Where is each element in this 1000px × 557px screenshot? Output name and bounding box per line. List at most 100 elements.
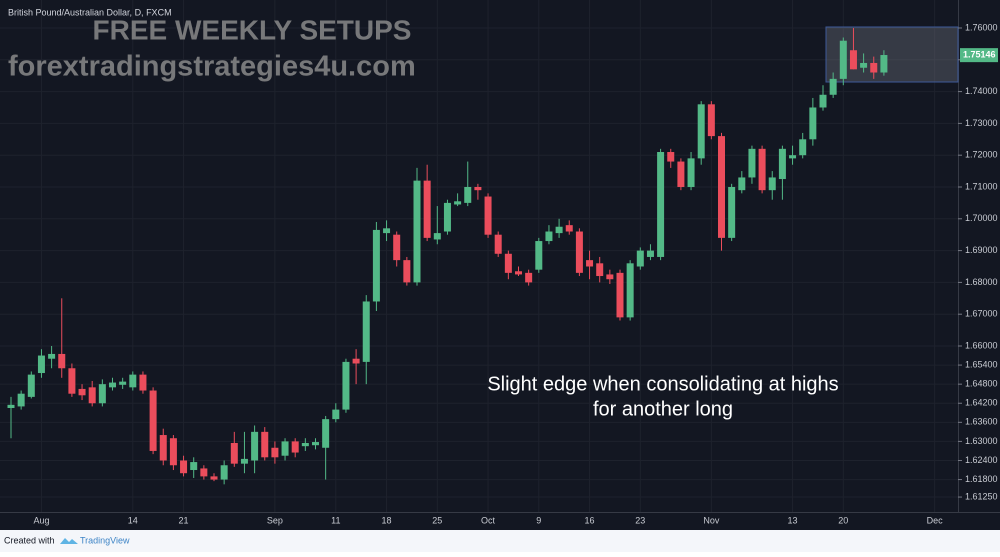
y-tick-label: 1.61800 xyxy=(965,474,998,484)
candle-body xyxy=(880,55,888,73)
candle-body xyxy=(261,431,269,458)
candle-body xyxy=(251,431,259,461)
candle-body xyxy=(200,468,208,477)
candle-body xyxy=(7,404,15,409)
candle-body xyxy=(697,104,705,159)
x-tick-label: Oct xyxy=(481,515,496,525)
grid xyxy=(0,0,958,512)
candle-body xyxy=(109,382,116,388)
y-tick-label: 1.61250 xyxy=(965,491,998,501)
x-tick-label: 11 xyxy=(331,515,340,525)
y-tick-label: 1.70000 xyxy=(965,213,998,223)
candle-body xyxy=(180,460,188,474)
x-tick-label: 16 xyxy=(585,515,595,525)
y-tick-label: 1.74000 xyxy=(965,86,998,96)
candle-body xyxy=(504,253,512,273)
candle-body xyxy=(799,139,807,156)
candle-body xyxy=(37,355,45,374)
candle-body xyxy=(535,241,543,270)
candle-body xyxy=(839,40,847,79)
candle-body xyxy=(849,50,857,70)
annotation-line: for another long xyxy=(593,398,733,420)
candle-body xyxy=(240,458,248,464)
candle-body xyxy=(718,136,725,238)
y-tick-label: 1.67000 xyxy=(965,309,998,319)
candle-body xyxy=(342,361,350,410)
candle-body xyxy=(829,78,837,95)
candle-body xyxy=(494,234,502,254)
x-tick-label: Sep xyxy=(267,515,283,525)
candle-body xyxy=(778,148,786,180)
candle-body xyxy=(738,177,746,191)
candle-body xyxy=(322,419,330,448)
x-tick-label: 18 xyxy=(382,515,392,525)
candle-body xyxy=(139,374,147,391)
candle-body xyxy=(403,260,411,283)
x-tick-label: Aug xyxy=(33,515,49,525)
candle-body xyxy=(728,186,736,238)
candle-body xyxy=(220,465,228,480)
candle-body xyxy=(545,231,553,242)
candle-body xyxy=(464,186,472,203)
y-tick-label: 1.69000 xyxy=(965,245,998,255)
candle-body xyxy=(586,260,594,267)
x-tick-label: 25 xyxy=(432,515,442,525)
candle-body xyxy=(210,476,218,480)
y-tick-label: 1.64200 xyxy=(965,398,998,408)
y-tick-label: 1.63600 xyxy=(965,417,998,427)
y-tick-label: 1.76000 xyxy=(965,22,998,32)
watermark-url: forextradingstrategies4u.com xyxy=(8,51,416,83)
y-tick-label: 1.68000 xyxy=(965,277,998,287)
candle-body xyxy=(119,381,127,385)
candle-body xyxy=(819,94,827,108)
footer-text: Created with xyxy=(4,535,55,545)
candle-body xyxy=(474,186,482,191)
candle-body xyxy=(230,442,238,464)
footer-brand[interactable]: TradingView xyxy=(80,535,130,545)
candle-body xyxy=(423,180,431,238)
y-tick-label: 1.65400 xyxy=(965,359,998,369)
y-tick-label: 1.62400 xyxy=(965,455,998,465)
candle-body xyxy=(159,435,167,461)
candle-body xyxy=(281,441,289,456)
candle-body xyxy=(58,353,66,369)
candle-body xyxy=(78,388,86,396)
candle-body xyxy=(870,62,878,73)
candle-body xyxy=(291,441,299,453)
highlight-box xyxy=(825,26,959,83)
candle-body xyxy=(575,231,583,273)
candle-body xyxy=(636,250,644,267)
candle-body xyxy=(677,161,685,187)
last-price-label: 1.75146 xyxy=(963,50,996,60)
candle-body xyxy=(860,62,868,68)
x-tick-label: Dec xyxy=(927,515,944,525)
candle-body xyxy=(413,180,421,283)
y-tick-label: 1.73000 xyxy=(965,118,998,128)
x-tick-label: Nov xyxy=(703,515,720,525)
y-tick-label: 1.66000 xyxy=(965,340,998,350)
candle-body xyxy=(667,152,675,162)
candle-body xyxy=(443,202,451,232)
candle-body xyxy=(809,107,817,140)
annotation-line: Slight edge when consolidating at highs xyxy=(487,373,838,395)
candle-body xyxy=(646,250,654,257)
candle-body xyxy=(768,177,776,191)
candle-body xyxy=(758,148,766,191)
candle-body xyxy=(565,225,573,232)
watermark-title: FREE WEEKLY SETUPS xyxy=(93,14,412,45)
candle-body xyxy=(525,272,533,283)
x-tick-label: 20 xyxy=(838,515,848,525)
last-price-box xyxy=(960,48,998,63)
candle-body xyxy=(271,447,279,458)
candle-body xyxy=(393,234,401,261)
candle-body xyxy=(48,353,56,359)
candle-body xyxy=(748,148,756,178)
candles xyxy=(7,27,888,485)
candle-body xyxy=(169,438,177,466)
candle-body xyxy=(190,462,198,471)
x-tick-label: 14 xyxy=(128,515,138,525)
candle-body xyxy=(789,155,797,159)
symbol-label: British Pound/Australian Dollar, D, FXCM xyxy=(8,7,172,17)
